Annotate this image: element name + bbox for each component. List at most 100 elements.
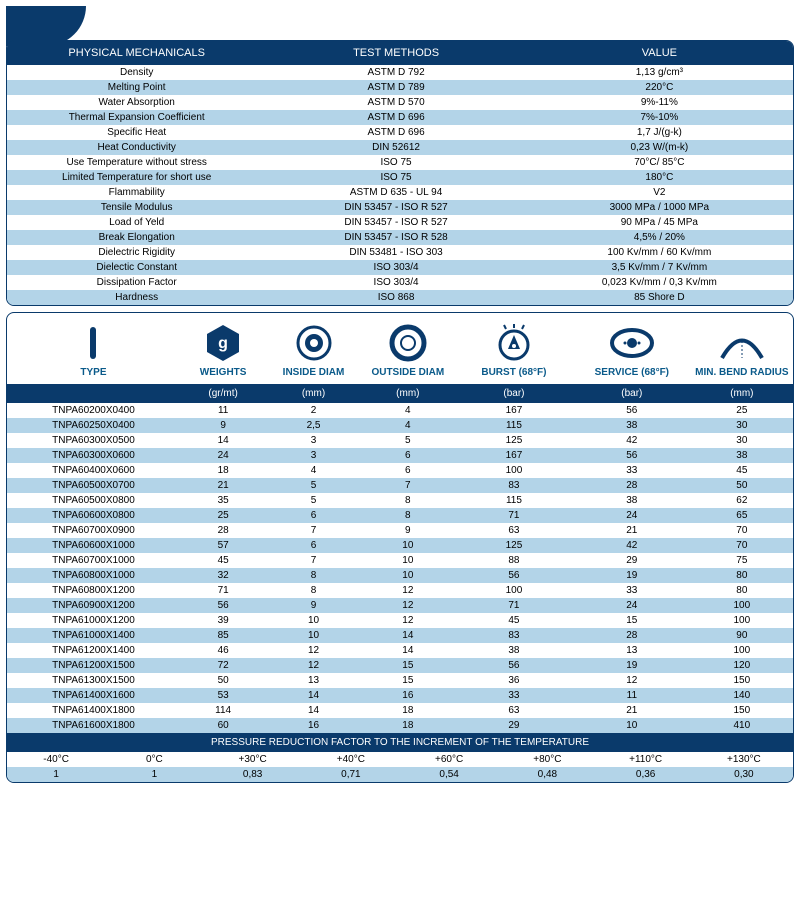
table-row: Water AbsorptionASTM D 5709%-11% [7,95,793,110]
table-row: Break ElongationDIN 53457 - ISO R 5284,5… [7,230,793,245]
cell: TNPA60900X1200 [7,600,180,611]
cell: 21 [180,480,266,491]
cell: 100 [691,600,793,611]
svg-text:g: g [218,335,228,352]
table-row: Dielectic ConstantISO 303/43,5 Kv/mm / 7… [7,260,793,275]
cell: 18 [361,720,455,731]
icons-row: TYPE g WEIGHTS INSIDE DIAM OUTSIDE DIAM … [7,313,793,384]
cell: 12 [361,615,455,626]
temp-cell: 0°C [105,754,203,765]
factor-cell: 0,54 [400,769,498,780]
cell: 1,7 J/(g-k) [526,127,793,138]
cell: 410 [691,720,793,731]
cell: 150 [691,675,793,686]
cell: 19 [573,570,691,581]
cell: 5 [266,495,360,506]
cell: 90 MPa / 45 MPa [526,217,793,228]
cell: 60 [180,720,266,731]
cell: 71 [455,600,573,611]
cell: 6 [266,540,360,551]
cell: Specific Heat [7,127,266,138]
table-row: TNPA60800X1200718121003380 [7,583,793,598]
cell: 24 [180,450,266,461]
cell: Thermal Expansion Coefficient [7,112,266,123]
cell: 56 [180,600,266,611]
factor-cell: 1 [7,769,105,780]
table-row: DensityASTM D 7921,13 g/cm³ [7,65,793,80]
cell: 5 [266,480,360,491]
cell: 45 [691,465,793,476]
cell: 6 [266,510,360,521]
cell: 15 [361,675,455,686]
factor-cell: 0,36 [597,769,695,780]
table-row: Dissipation FactorISO 303/40,023 Kv/mm /… [7,275,793,290]
cell: TNPA61200X1400 [7,645,180,656]
cell: 24 [573,510,691,521]
cell: 50 [691,480,793,491]
table-row: Limited Temperature for short useISO 751… [7,170,793,185]
unit-bend: (mm) [691,388,793,399]
cell: 42 [573,540,691,551]
table-row: TNPA61200X15007212155619120 [7,658,793,673]
icon-service: SERVICE (68°F) [573,323,691,378]
cell: 35 [180,495,266,506]
cell: 115 [455,495,573,506]
cell: 18 [180,465,266,476]
cell: 21 [573,705,691,716]
table-row: Use Temperature without stressISO 7570°C… [7,155,793,170]
label-outside-diam: OUTSIDE DIAM [371,367,444,378]
cell: 33 [455,690,573,701]
cell: 9 [180,420,266,431]
cell: Water Absorption [7,97,266,108]
cell: 45 [455,615,573,626]
cell: 25 [180,510,266,521]
cell: 14 [361,630,455,641]
cell: 15 [361,660,455,671]
cell: Dielectric Rigidity [7,247,266,258]
cell: TNPA60300X0600 [7,450,180,461]
table-row: TNPA60250X040092,541153830 [7,418,793,433]
cell: 56 [573,405,691,416]
cell: 8 [266,585,360,596]
cell: 10 [266,615,360,626]
cell: Density [7,67,266,78]
cell: 7 [361,480,455,491]
cell: 32 [180,570,266,581]
cell: 33 [573,585,691,596]
table-row: Load of YeldDIN 53457 - ISO R 52790 MPa … [7,215,793,230]
factor-cell: 1 [105,769,203,780]
cell: 30 [691,420,793,431]
cell: 28 [573,480,691,491]
cell: 3000 MPa / 1000 MPa [526,202,793,213]
cell: 12 [266,660,360,671]
cell: 53 [180,690,266,701]
icon-burst: BURST (68°F) [455,323,573,378]
units-row: (gr/mt) (mm) (mm) (bar) (bar) (mm) [7,384,793,403]
temp-cell: +110°C [597,754,695,765]
cell: TNPA60700X1000 [7,555,180,566]
cell: 80 [691,585,793,596]
physical-table: PHYSICAL MECHANICALS TEST METHODS VALUE … [6,40,794,306]
icon-weight: g WEIGHTS [180,323,266,378]
cell: 12 [573,675,691,686]
table-row: FlammabilityASTM D 635 - UL 94V2 [7,185,793,200]
table-row: TNPA61400X16005314163311140 [7,688,793,703]
label-type: TYPE [80,367,106,378]
table-row: TNPA60500X080035581153862 [7,493,793,508]
cell: 65 [691,510,793,521]
cell: 46 [180,645,266,656]
label-service: SERVICE (68°F) [595,367,669,378]
cell: Use Temperature without stress [7,157,266,168]
cell: 100 [691,645,793,656]
cell: 120 [691,660,793,671]
cell: 14 [361,645,455,656]
cell: 56 [455,570,573,581]
cell: 167 [455,405,573,416]
cell: TNPA60600X1000 [7,540,180,551]
cell: ASTM D 696 [266,112,525,123]
cell: TNPA61000X1400 [7,630,180,641]
cell: Dielectic Constant [7,262,266,273]
temp-cell: +40°C [302,754,400,765]
table-row: TNPA60700X100045710882975 [7,553,793,568]
cell: 85 Shore D [526,292,793,303]
